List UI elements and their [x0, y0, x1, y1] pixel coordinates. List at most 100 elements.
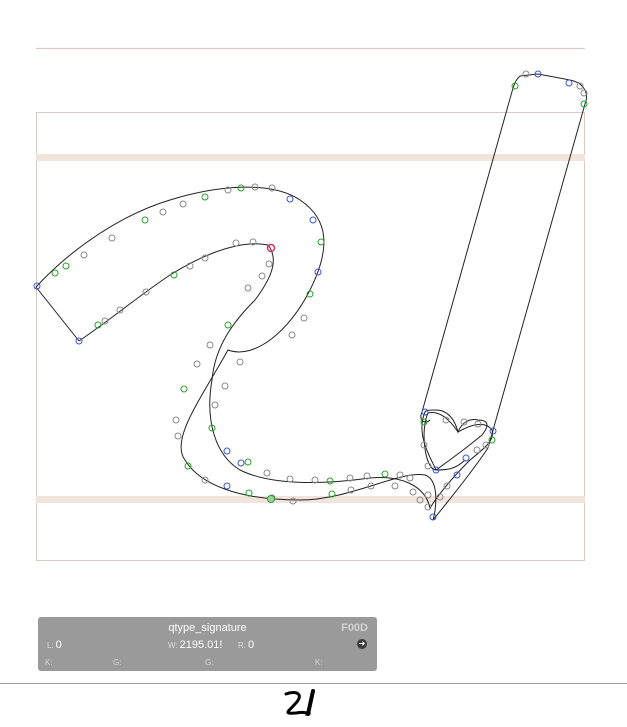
offcurve-point[interactable] [116, 306, 124, 314]
offcurve-point[interactable] [473, 446, 481, 454]
offcurve-point[interactable] [174, 432, 182, 440]
glyph-outline-svg[interactable] [0, 0, 627, 600]
smooth-point[interactable] [62, 262, 70, 270]
corner-point[interactable] [75, 337, 83, 345]
corner-point[interactable] [489, 427, 497, 435]
offcurve-point[interactable] [201, 476, 209, 484]
offcurve-point[interactable] [244, 284, 252, 292]
offcurve-point[interactable] [289, 497, 297, 505]
offcurve-point[interactable] [424, 462, 432, 470]
corner-point[interactable] [462, 454, 470, 462]
corner-point[interactable] [314, 268, 322, 276]
corner-point[interactable] [453, 471, 461, 479]
offcurve-point[interactable] [236, 358, 244, 366]
smooth-point[interactable] [317, 238, 325, 246]
offcurve-point[interactable] [142, 288, 150, 296]
offcurve-point[interactable] [101, 317, 109, 325]
offcurve-point[interactable] [416, 496, 424, 504]
offcurve-point[interactable] [179, 200, 187, 208]
offcurve-point[interactable] [80, 251, 88, 259]
offcurve-point[interactable] [251, 183, 259, 191]
smooth-point[interactable] [237, 184, 245, 192]
smooth-point[interactable] [580, 100, 588, 108]
smooth-point[interactable] [306, 290, 314, 298]
smooth-point[interactable] [208, 424, 216, 432]
smooth-point[interactable] [180, 385, 188, 393]
selected-point[interactable] [267, 495, 275, 503]
offcurve-point[interactable] [460, 418, 468, 426]
offcurve-point[interactable] [442, 416, 450, 424]
offcurve-point[interactable] [424, 491, 432, 499]
offcurve-point[interactable] [409, 488, 417, 496]
offcurve-point[interactable] [263, 469, 271, 477]
offcurve-point[interactable] [201, 254, 209, 262]
offcurve-point[interactable] [347, 486, 355, 494]
offcurve-point[interactable] [576, 82, 584, 90]
smooth-point[interactable] [326, 477, 334, 485]
smooth-point[interactable] [420, 418, 428, 426]
smooth-point[interactable] [488, 436, 496, 444]
corner-point[interactable] [421, 408, 429, 416]
left-kerning-key[interactable]: K: [45, 658, 53, 667]
left-kerning-group[interactable]: G: [113, 658, 122, 667]
smooth-point[interactable] [184, 462, 192, 470]
arrow-right-circle-icon[interactable]: ➜ [357, 639, 367, 649]
offcurve-point[interactable] [300, 314, 308, 322]
corner-point[interactable] [286, 195, 294, 203]
right-sidebearing[interactable]: R: 0 [238, 639, 254, 651]
smooth-point[interactable] [328, 490, 336, 498]
offcurve-point[interactable] [436, 493, 444, 501]
offcurve-point[interactable] [406, 474, 414, 482]
smooth-point[interactable] [94, 321, 102, 329]
left-sidebearing[interactable]: L: 0 [47, 639, 62, 651]
offcurve-point[interactable] [258, 272, 266, 280]
smooth-point[interactable] [245, 489, 253, 497]
offcurve-point[interactable] [268, 184, 276, 192]
corner-point[interactable] [432, 466, 440, 474]
offcurve-point[interactable] [193, 360, 201, 368]
glyph-unicode-label[interactable]: F00D [341, 622, 368, 634]
off-curve-points[interactable] [80, 70, 588, 511]
offcurve-point[interactable] [159, 208, 167, 216]
smooth-point[interactable] [201, 193, 209, 201]
on-curve-points-corner[interactable] [33, 70, 573, 521]
offcurve-point[interactable] [249, 238, 257, 246]
advance-width-value[interactable]: 2195.01! [179, 639, 223, 651]
right-kerning-key[interactable]: K: [315, 658, 323, 667]
offcurve-point[interactable] [367, 482, 375, 490]
offcurve-point[interactable] [224, 186, 232, 194]
smooth-point[interactable] [381, 470, 389, 478]
start-point-marker[interactable] [266, 243, 276, 253]
offcurve-point[interactable] [288, 331, 296, 339]
offcurve-point[interactable] [474, 420, 482, 428]
on-curve-points-smooth[interactable] [51, 82, 588, 498]
corner-point[interactable] [237, 459, 245, 467]
corner-point[interactable] [33, 282, 41, 290]
offcurve-point[interactable] [443, 482, 451, 490]
smooth-point[interactable] [224, 321, 232, 329]
offcurve-point[interactable] [346, 474, 354, 482]
advance-width[interactable]: W: 2195.01! [168, 639, 222, 651]
offcurve-point[interactable] [396, 471, 404, 479]
offcurve-point[interactable] [108, 234, 116, 242]
corner-point[interactable] [223, 447, 231, 455]
glyph-name-label[interactable]: qtype_signature [168, 622, 247, 634]
offcurve-point[interactable] [211, 401, 219, 409]
offcurve-point[interactable] [206, 341, 214, 349]
offcurve-point[interactable] [172, 416, 180, 424]
left-sidebearing-value[interactable]: 0 [55, 639, 62, 651]
offcurve-point[interactable] [311, 476, 319, 484]
offcurve-point[interactable] [420, 441, 428, 449]
glyph-edit-canvas[interactable] [0, 0, 627, 600]
corner-point[interactable] [534, 70, 542, 78]
offcurve-point[interactable] [363, 472, 371, 480]
right-kerning-group[interactable]: G: [205, 658, 214, 667]
smooth-point[interactable] [511, 82, 519, 90]
offcurve-point[interactable] [286, 475, 294, 483]
offcurve-point[interactable] [232, 239, 240, 247]
offcurve-point[interactable] [522, 70, 530, 78]
smooth-point[interactable] [244, 458, 252, 466]
offcurve-point[interactable] [580, 89, 588, 97]
smooth-point[interactable] [51, 269, 59, 277]
offcurve-point[interactable] [482, 441, 490, 449]
